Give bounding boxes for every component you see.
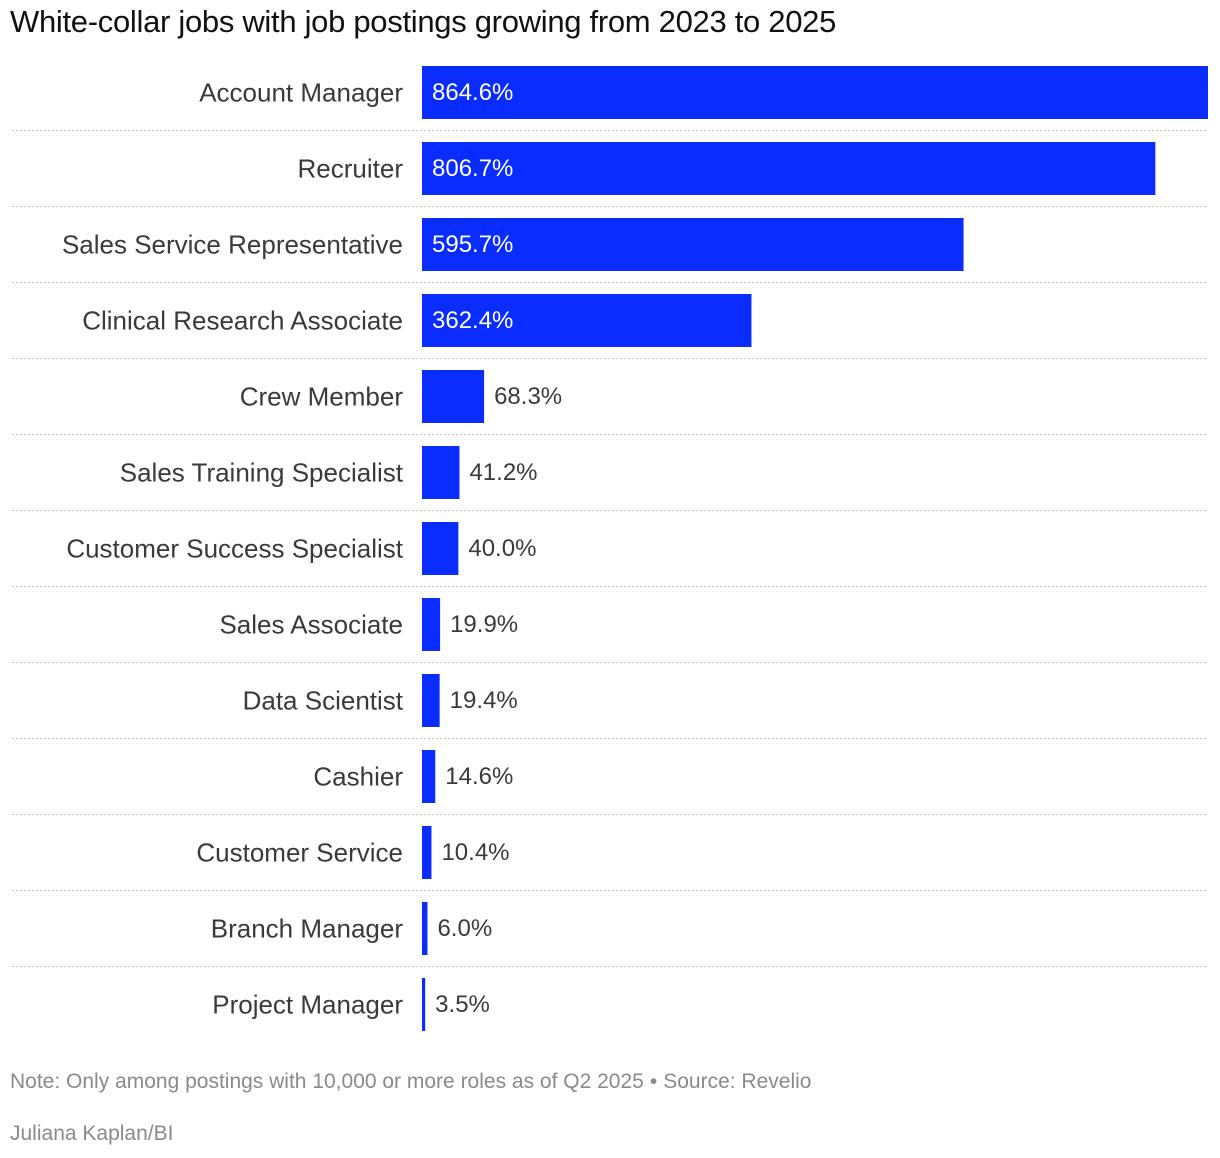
bar <box>422 750 436 803</box>
value-label: 10.4% <box>441 839 509 866</box>
category-label: Sales Service Representative <box>62 230 403 260</box>
value-label: 19.9% <box>450 611 518 638</box>
category-label: Customer Service <box>196 838 403 868</box>
category-label: Sales Associate <box>219 610 403 640</box>
category-label: Branch Manager <box>211 914 404 944</box>
category-label: Recruiter <box>298 154 404 184</box>
value-label: 6.0% <box>437 915 492 942</box>
bar <box>422 674 440 727</box>
bar <box>422 370 485 423</box>
note-text: Note: Only among postings with 10,000 or… <box>10 1070 644 1093</box>
chart-note: Note: Only among postings with 10,000 or… <box>10 1070 811 1094</box>
bar-chart: Account Manager 864.6% Recruiter 806.7% Sale… <box>12 66 1208 1031</box>
category-label: Clinical Research Associate <box>82 306 403 336</box>
category-label: Data Scientist <box>243 686 404 716</box>
category-label: Customer Success Specialist <box>66 534 403 564</box>
chart-title: White-collar jobs with job postings grow… <box>10 4 837 39</box>
category-label: Crew Member <box>240 382 404 412</box>
value-label: 40.0% <box>468 535 536 562</box>
value-label: 19.4% <box>450 687 518 714</box>
note-separator: • <box>649 1070 658 1093</box>
category-label: Sales Training Specialist <box>120 458 404 488</box>
bar <box>422 66 1208 119</box>
category-label: Account Manager <box>199 78 403 108</box>
category-label: Project Manager <box>212 990 403 1020</box>
value-label: 3.5% <box>435 991 490 1018</box>
value-label: 595.7% <box>432 231 513 258</box>
category-label: Cashier <box>313 762 403 792</box>
bar <box>422 826 432 879</box>
source-text: Source: Revelio <box>663 1070 812 1093</box>
value-label: 14.6% <box>445 763 513 790</box>
bar <box>422 142 1156 195</box>
bar <box>422 522 459 575</box>
value-label: 864.6% <box>432 79 513 106</box>
bar <box>422 294 752 347</box>
value-label: 362.4% <box>432 307 513 334</box>
chart-credit: Juliana Kaplan/BI <box>10 1122 174 1145</box>
bar <box>422 598 441 651</box>
value-label: 806.7% <box>432 155 513 182</box>
bar <box>422 218 964 271</box>
value-label: 68.3% <box>494 383 562 410</box>
bar <box>422 446 460 499</box>
bar <box>422 902 428 955</box>
value-label: 41.2% <box>469 459 537 486</box>
bar <box>422 978 426 1031</box>
